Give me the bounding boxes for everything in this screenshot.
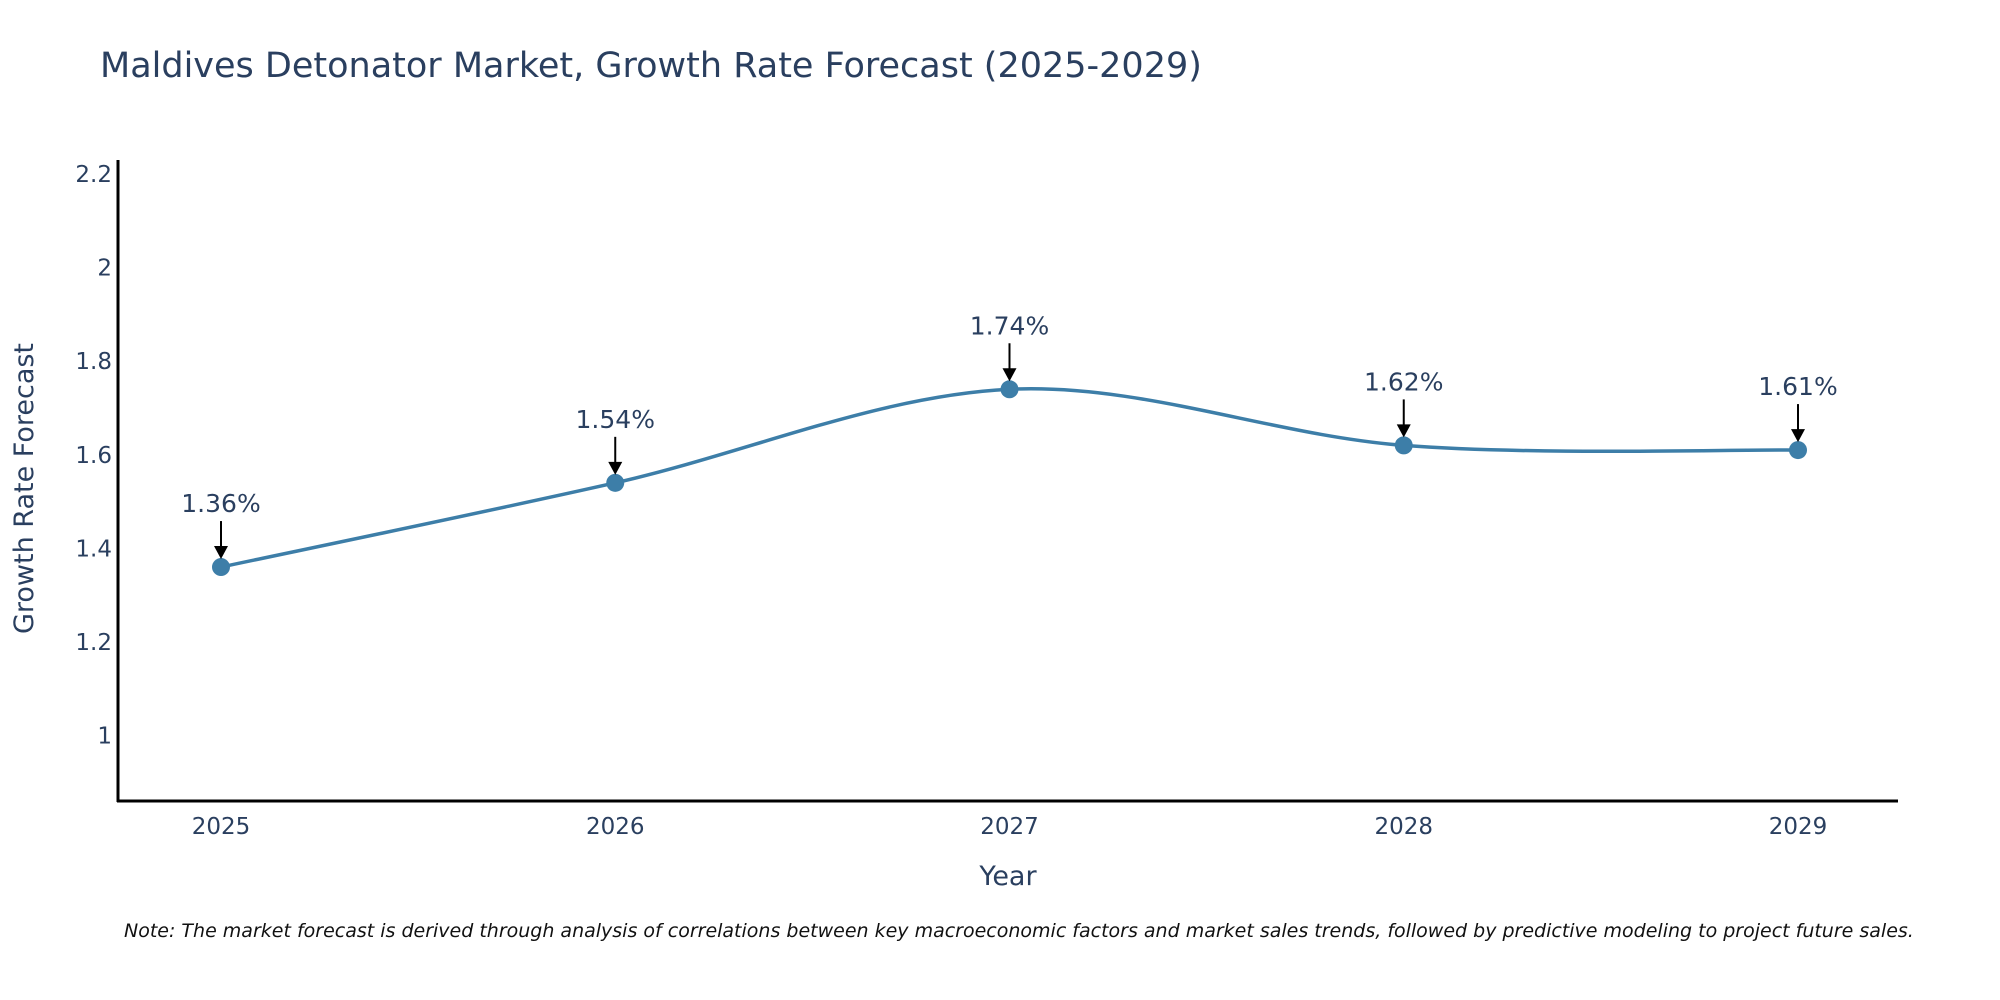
chart-title: Maldives Detonator Market, Growth Rate F…	[100, 46, 1202, 86]
axes: 1 1.2 1.4 1.6 1.8 2 2.2 2025 2026 2027 2028 2029 Yea…	[9, 160, 1898, 892]
y-tick-label: 2	[97, 256, 112, 282]
x-tick-label: 2029	[1769, 814, 1828, 840]
y-tick-label: 1.6	[75, 443, 112, 469]
data-point-marker	[1000, 380, 1019, 399]
data-label: 1.74%	[970, 311, 1049, 340]
data-annotations: 1.36% 1.54% 1.74% 1.62% 1.61%	[181, 311, 1838, 560]
data-point-marker	[1789, 441, 1807, 460]
data-label: 1.62%	[1364, 367, 1443, 396]
data-label: 1.61%	[1758, 372, 1837, 401]
x-tick-label: 2026	[586, 814, 645, 840]
data-label: 1.54%	[576, 405, 655, 434]
annotation-arrowhead	[1791, 429, 1805, 443]
y-axis-title: Growth Rate Forecast	[9, 343, 40, 634]
y-tick-label: 1.4	[75, 536, 112, 562]
x-tick-label: 2027	[980, 814, 1039, 840]
y-tick-label: 2.2	[75, 162, 112, 188]
y-tick-label: 1.8	[75, 349, 112, 375]
y-tick-label: 1.2	[75, 630, 112, 656]
data-point-marker	[606, 473, 625, 492]
annotation-arrowhead	[214, 546, 228, 560]
x-axis-title: Year	[978, 861, 1037, 892]
annotation-arrowhead	[608, 461, 623, 475]
data-label: 1.36%	[181, 489, 260, 518]
annotation-arrowhead	[1002, 368, 1017, 382]
data-point-marker	[212, 558, 230, 577]
series-line	[220, 387, 1799, 569]
annotation-arrowhead	[1396, 424, 1411, 438]
data-point-marker	[1394, 436, 1413, 455]
y-tick-label: 1	[97, 723, 112, 749]
x-tick-label: 2025	[192, 814, 251, 840]
series-growth-rate	[212, 380, 1807, 577]
x-tick-label: 2028	[1374, 814, 1433, 840]
chart-note: Note: The market forecast is derived thr…	[124, 920, 1914, 942]
